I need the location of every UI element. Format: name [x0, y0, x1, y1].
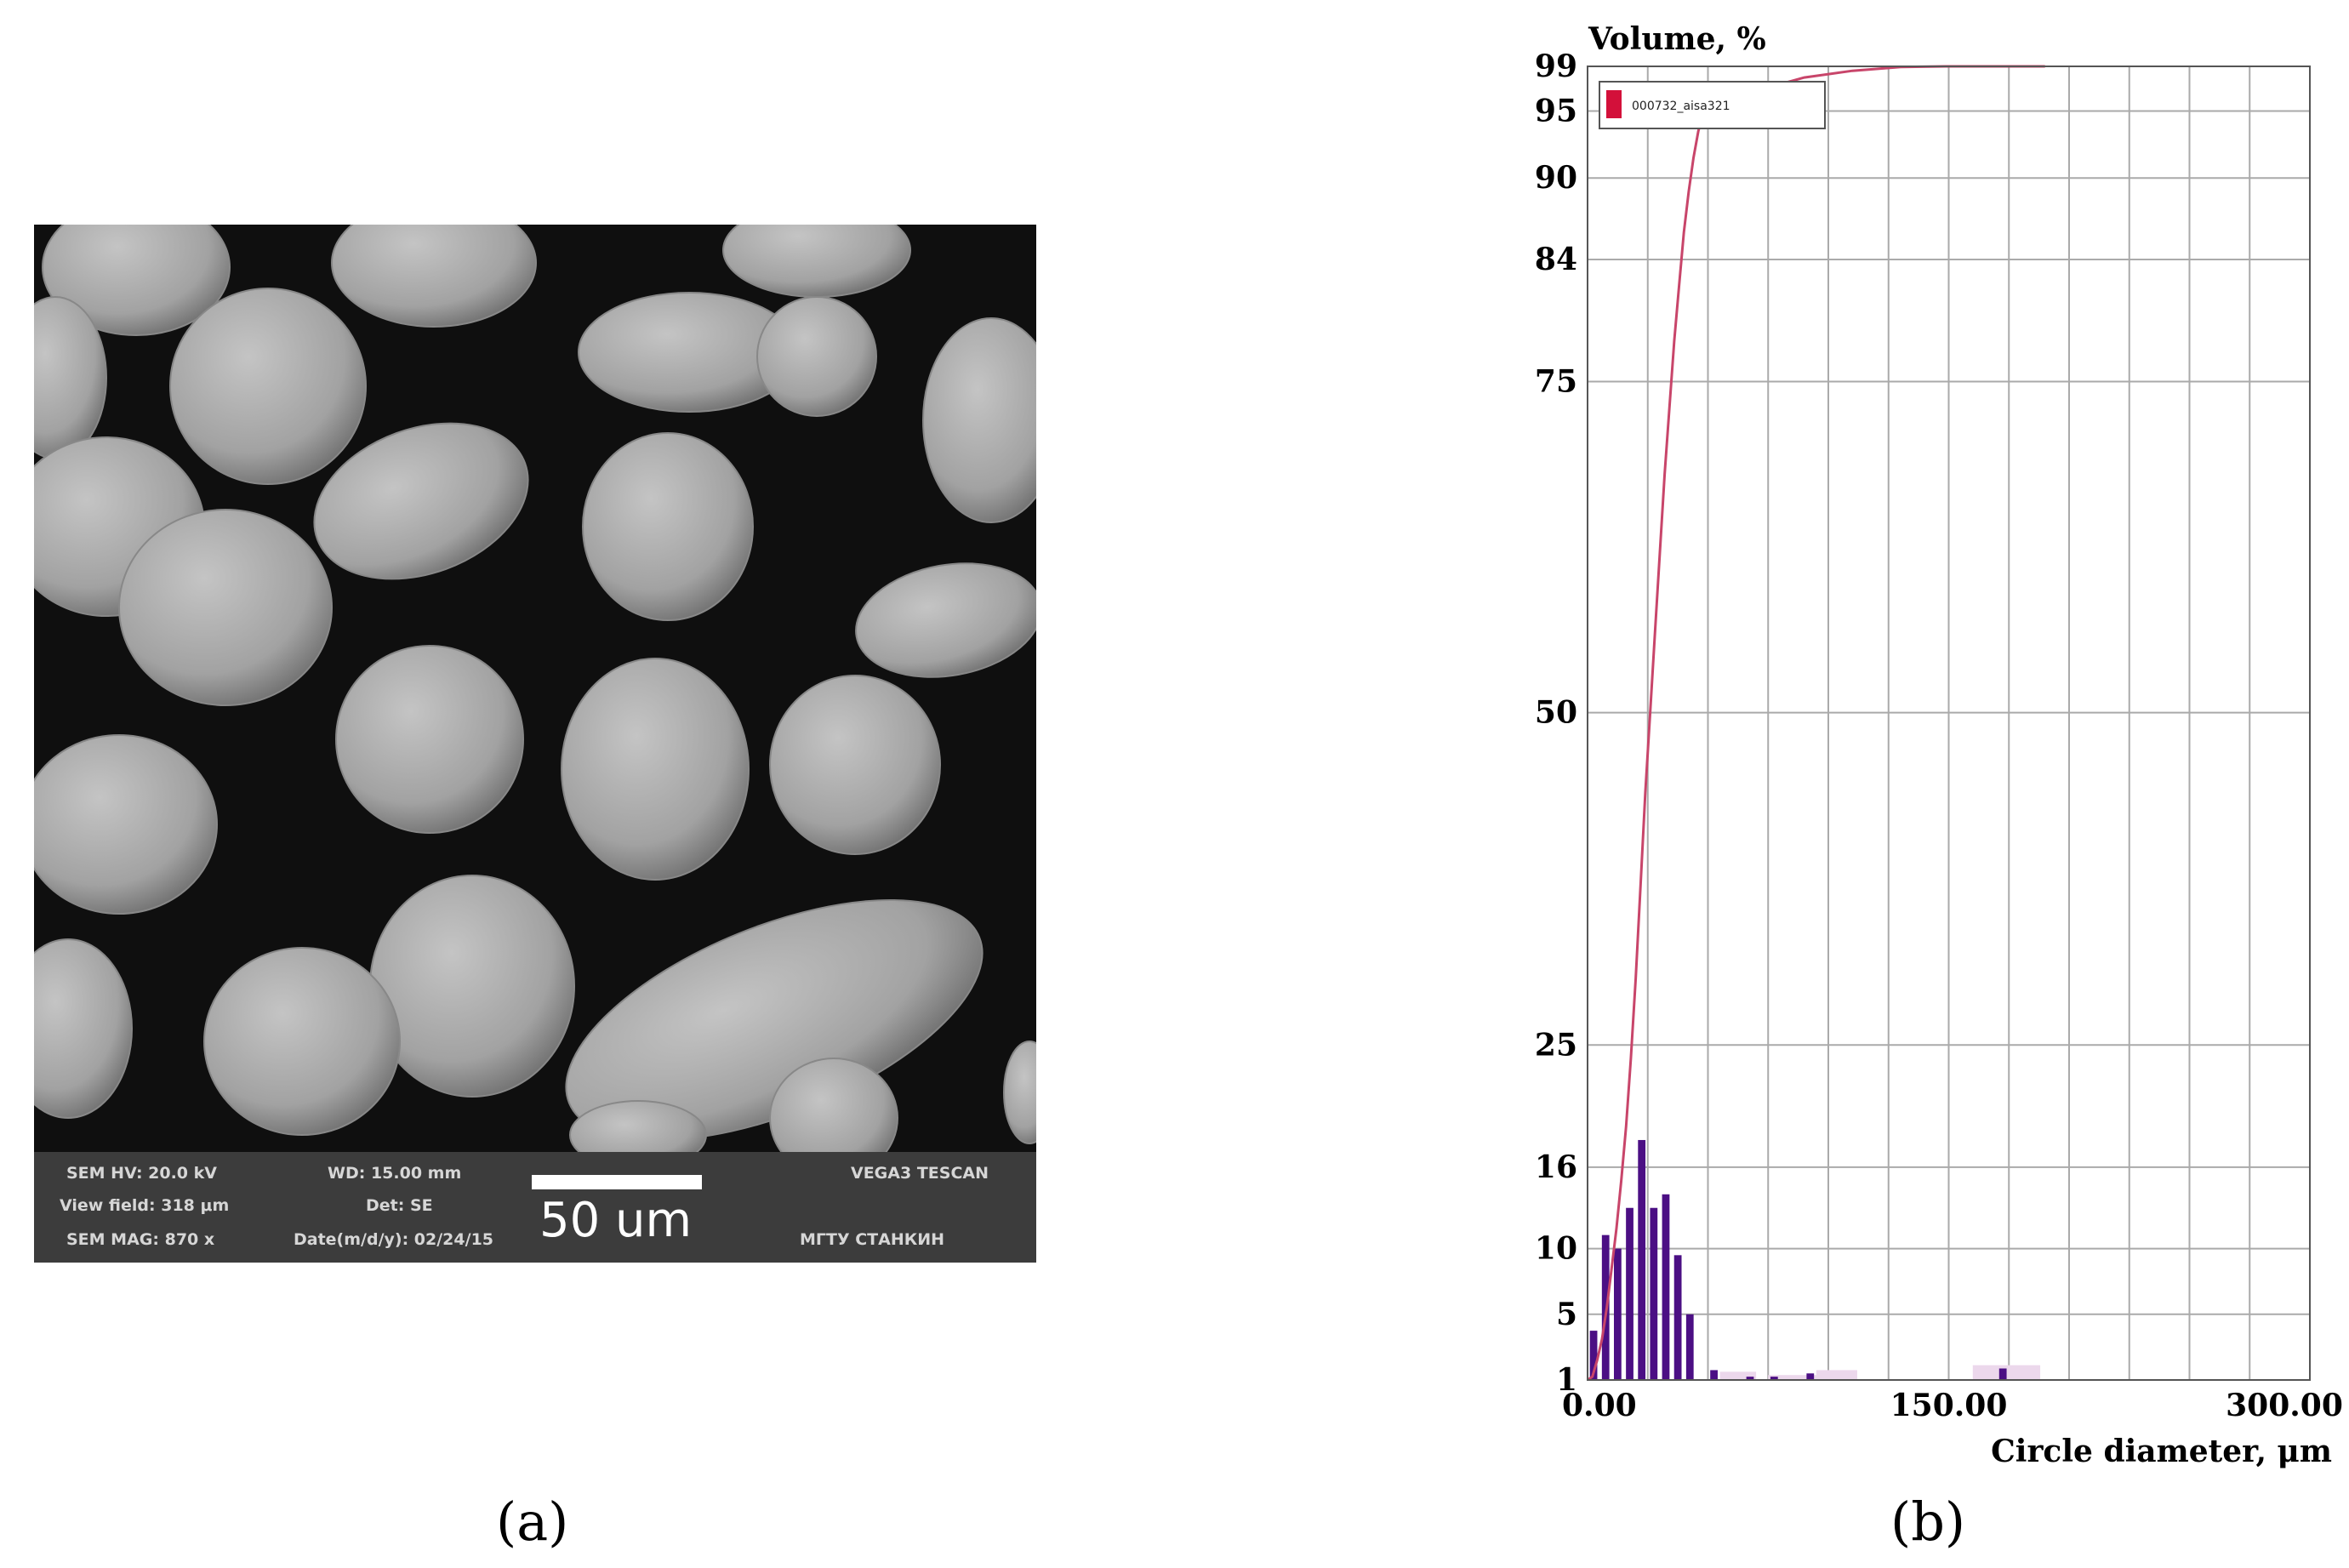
- histogram-bar: [1998, 1368, 2007, 1380]
- chart-svg: 1 5 10 16 25 50 75 84 90 95 99 0.00 150.00 300.00 Vo…: [1535, 21, 2343, 1469]
- y-tick-label: 84: [1535, 242, 1577, 277]
- scale-bar-label: 50 um: [539, 1193, 693, 1248]
- histogram-bar: [1613, 1248, 1622, 1380]
- histogram-bars: [1589, 1139, 2007, 1380]
- legend-swatch: [1606, 90, 1622, 118]
- histogram-bar-light: [1768, 1375, 1828, 1380]
- histogram-bar: [1806, 1373, 1815, 1380]
- histogram-bar-light: [1719, 1371, 1757, 1380]
- histogram-bar: [1746, 1377, 1754, 1380]
- histogram-bar: [1662, 1194, 1670, 1380]
- x-tick-labels: 0.00 150.00 300.00: [1562, 1388, 2343, 1423]
- y-tick-label: 5: [1556, 1297, 1577, 1332]
- histogram-bar: [1626, 1207, 1633, 1380]
- sem-mag-text: SEM MAG: 870 x: [66, 1230, 215, 1249]
- sem-det-text: Det: SE: [366, 1196, 433, 1215]
- y-tick-label: 1: [1556, 1362, 1577, 1398]
- sem-view-field-text: View field: 318 μm: [60, 1196, 230, 1215]
- y-tick-label: 25: [1535, 1027, 1577, 1063]
- caption-b: (b): [1890, 1491, 1966, 1553]
- x-tick-label: 150.00: [1890, 1388, 2008, 1423]
- scale-bar: [532, 1175, 702, 1189]
- sem-wd-text: WD: 15.00 mm: [328, 1164, 462, 1183]
- grid: [1588, 66, 2310, 1381]
- histogram-bar: [1770, 1377, 1778, 1380]
- sem-org-text: МГТУ СТАНКИН: [800, 1230, 945, 1249]
- legend-box: [1599, 81, 1826, 129]
- x-tick-label: 300.00: [2226, 1388, 2343, 1423]
- plot-border: [1587, 66, 2311, 1381]
- y-tick-label: 75: [1535, 364, 1577, 400]
- cumulative-line: [1587, 65, 2045, 1382]
- y-tick-label: 16: [1535, 1149, 1577, 1185]
- sem-micrograph-image: [34, 225, 1036, 1152]
- histogram-bar: [1685, 1314, 1694, 1380]
- y-tick-label: 95: [1535, 93, 1577, 128]
- histogram-bar: [1589, 1331, 1598, 1380]
- caption-a: (a): [496, 1491, 569, 1553]
- sem-particles: [34, 225, 1036, 1152]
- y-axis-label: Volume, %: [1588, 21, 1766, 57]
- y-tick-labels: 1 5 10 16 25 50 75 84 90 95 99: [1535, 48, 1577, 1398]
- x-tick-label: 0.00: [1562, 1388, 1637, 1423]
- legend: 000732_aisa321: [1599, 81, 1826, 129]
- sem-info-bar: SEM HV: 20.0 kV WD: 15.00 mm VEGA3 TESCA…: [34, 1152, 1036, 1263]
- y-tick-label: 99: [1535, 48, 1577, 84]
- histogram-bar-light: [1816, 1370, 1857, 1380]
- sem-brand-text: VEGA3 TESCAN: [851, 1164, 989, 1183]
- histogram-bar: [1710, 1370, 1718, 1380]
- sem-hv-text: SEM HV: 20.0 kV: [66, 1164, 217, 1183]
- y-tick-label: 10: [1535, 1231, 1577, 1267]
- y-tick-label: 50: [1535, 695, 1577, 731]
- y-tick-label: 90: [1535, 160, 1577, 196]
- size-distribution-chart: 1 5 10 16 25 50 75 84 90 95 99 0.00 150.00 300.00 Vo…: [1506, 0, 2349, 1497]
- sem-micrograph-panel: SEM HV: 20.0 kV WD: 15.00 mm VEGA3 TESCA…: [34, 225, 1036, 1263]
- x-axis-label: Circle diameter, μm: [1991, 1434, 2332, 1469]
- histogram-bar: [1650, 1207, 1658, 1380]
- sem-date-text: Date(m/d/y): 02/24/15: [294, 1230, 494, 1249]
- histogram-bar: [1673, 1255, 1682, 1380]
- plot-frame: [1587, 66, 2311, 1381]
- histogram-bar: [1638, 1139, 1646, 1380]
- legend-entry: 000732_aisa321: [1632, 100, 1730, 113]
